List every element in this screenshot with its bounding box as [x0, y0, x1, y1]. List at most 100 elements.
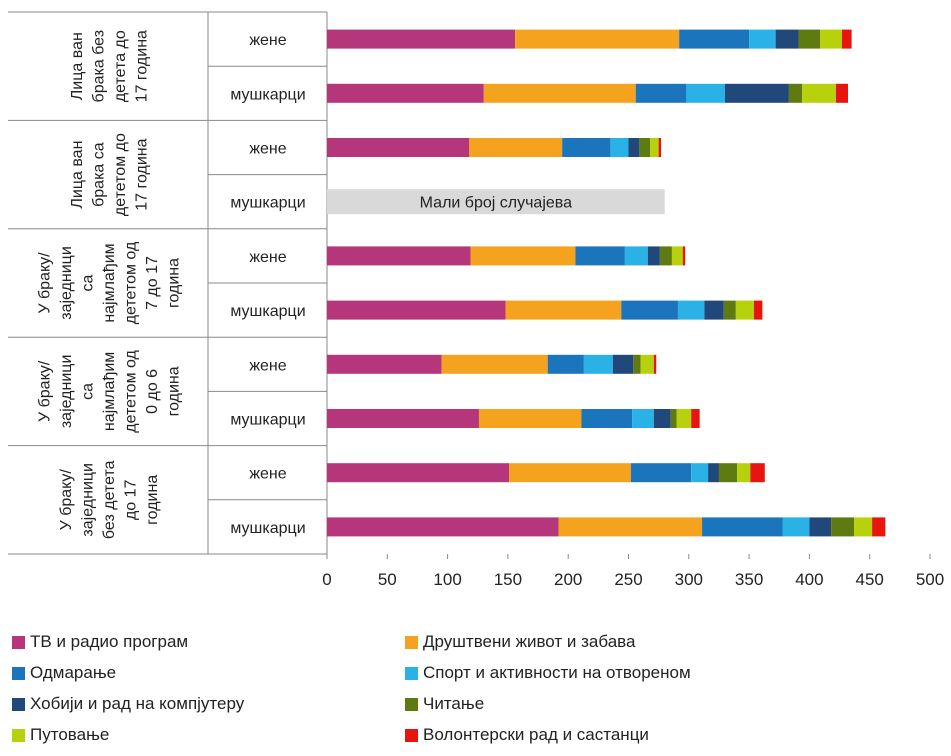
- legend-item: Друштвени живот и забава: [405, 632, 635, 652]
- bar-segment: [635, 83, 687, 103]
- bar-segment: [505, 300, 622, 320]
- bar-segment: [782, 517, 810, 537]
- bar-segment: [671, 246, 683, 266]
- bar-segment: [628, 138, 640, 157]
- group-label-line: Лица ван: [69, 141, 86, 209]
- bar-segment: [737, 463, 751, 483]
- bar-segment: [650, 138, 659, 157]
- bar-segment: [775, 29, 799, 49]
- bar-segment: [621, 300, 678, 320]
- legend-label: Одмарање: [30, 663, 117, 682]
- legend-swatch: [12, 635, 25, 649]
- bar-segment: [515, 29, 680, 49]
- group-label: У браку/заједници са најмлађим дететом од 0 …: [37, 349, 183, 432]
- bar-segment: [854, 517, 873, 537]
- x-tick-label: 100: [433, 570, 461, 589]
- bar-segment: [575, 246, 625, 266]
- bar-segment: [647, 246, 660, 266]
- bar-segment: [872, 517, 886, 537]
- category-label: мушкарци: [230, 195, 305, 212]
- x-tick-label: 0: [322, 570, 331, 589]
- legend-label: Волонтерски рад и састанци: [423, 725, 649, 744]
- x-tick-label: 450: [856, 570, 884, 589]
- bars: Мали број случајева: [327, 29, 886, 537]
- bar-segment: [835, 83, 848, 103]
- bar-segment: [581, 409, 633, 428]
- group-label-line: заједници: [80, 463, 97, 537]
- group-label-line: година: [166, 366, 183, 416]
- category-label: жене: [249, 141, 286, 158]
- legend-item: Спорт и активности на отвореном: [405, 663, 691, 683]
- legend-swatch: [12, 697, 25, 711]
- group-label-line: 7 до 17: [144, 256, 161, 310]
- x-tick-label: 300: [675, 570, 703, 589]
- bar-segment: [653, 409, 671, 428]
- bar-segment: [659, 246, 672, 266]
- bar-segment: [509, 463, 631, 483]
- stacked-bar-chart: Мали број случајева жене мушкарци жене мушк…: [8, 11, 944, 589]
- legend-label: Читање: [423, 694, 485, 713]
- bar-segment: [658, 138, 662, 157]
- few-cases-label: Мали број случајева: [420, 195, 572, 212]
- bar-segment: [702, 517, 783, 537]
- group-label-text: Лица ван брака са дететом до 17 година: [69, 133, 151, 216]
- category-label: жене: [249, 357, 286, 374]
- bar-segment: [653, 354, 657, 374]
- group-label-line: Лица ван: [69, 32, 86, 100]
- group-label-line: заједници: [58, 246, 75, 320]
- bar-segment: [327, 463, 510, 483]
- group-label-line: 17 година: [133, 30, 150, 102]
- bar-segment: [469, 138, 563, 157]
- bar-segment: [691, 463, 709, 483]
- legend-swatch: [405, 697, 418, 711]
- few-cases-bar: [327, 189, 665, 215]
- group-label-line: најмлађим: [101, 352, 118, 431]
- bar-segment: [749, 29, 776, 49]
- category-label: жене: [249, 466, 286, 483]
- bar-segment: [327, 517, 559, 537]
- group-label-line: заједници: [58, 355, 75, 429]
- bar-segment: [612, 354, 634, 374]
- legend-label: ТВ и радио програм: [30, 632, 189, 651]
- legend-label: Хобији и рад на компјутеру: [30, 694, 245, 713]
- legend-item: Хобији и рад на компјутеру: [12, 694, 244, 714]
- bar-segment: [632, 409, 654, 428]
- bar-segment: [441, 354, 548, 374]
- bar-segment: [327, 354, 442, 374]
- group-label-text: Лица ван брака без детета до 17 година: [69, 30, 151, 103]
- group-label-line: година: [166, 258, 183, 308]
- bar-segment: [610, 138, 629, 157]
- bar-segment: [682, 246, 686, 266]
- group-label-text: У браку/заједници са најмлађим дететом од 7 …: [37, 241, 183, 324]
- bar-segment: [562, 138, 611, 157]
- group-label-line: 17 година: [133, 138, 150, 210]
- bar-segment: [327, 138, 470, 157]
- legend-swatch: [12, 728, 25, 742]
- category-label: мушкарци: [230, 86, 305, 103]
- legend-item: Путовање: [12, 725, 109, 745]
- group-label-line: У браку/: [37, 252, 54, 314]
- bar-segment: [624, 246, 648, 266]
- bar-segment: [640, 354, 654, 374]
- legend-item: Читање: [405, 694, 484, 714]
- bar-segment: [753, 300, 763, 320]
- group-label: У браку/заједници са најмлађим дететом од 7 …: [37, 241, 183, 324]
- category-label: мушкарци: [230, 412, 305, 429]
- bar-segment: [327, 246, 471, 266]
- group-label-line: У браку/: [37, 360, 54, 422]
- category-label: мушкарци: [230, 520, 305, 537]
- bar-segment: [633, 354, 641, 374]
- bar-segment: [470, 246, 576, 266]
- group-label-line: дететом од: [123, 349, 140, 432]
- bar-segment: [670, 409, 677, 428]
- bar-segment: [327, 29, 516, 49]
- group-label-line: до 17: [123, 479, 140, 520]
- x-tick-label: 500: [916, 570, 944, 589]
- group-label-line: дететом од: [123, 241, 140, 324]
- legend-label: Друштвени живот и забава: [423, 632, 636, 651]
- bar-segment: [841, 29, 852, 49]
- legend-label: Спорт и активности на отвореном: [423, 663, 691, 682]
- category-label: жене: [249, 249, 286, 266]
- legend-swatch: [405, 666, 418, 680]
- group-label-line: дететом до: [112, 133, 129, 216]
